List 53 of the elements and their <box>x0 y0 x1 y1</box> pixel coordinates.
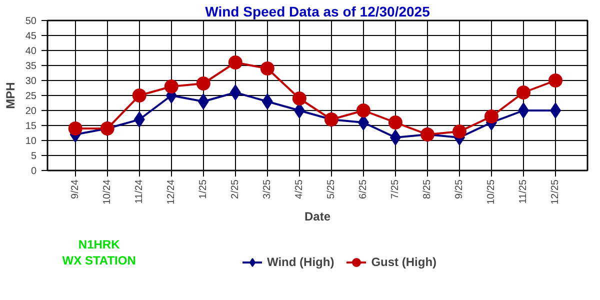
point <box>484 110 498 124</box>
point <box>68 122 82 136</box>
point <box>518 102 529 118</box>
point <box>388 116 402 130</box>
point <box>164 80 178 94</box>
point <box>356 104 370 118</box>
x-tick-label: 4/25 <box>294 179 305 199</box>
legend-label: Gust (High) <box>371 255 437 269</box>
x-tick-label: 1/25 <box>198 179 209 199</box>
point <box>390 130 401 146</box>
point <box>230 84 241 100</box>
point <box>228 56 242 70</box>
y-tick-label: 15 <box>25 121 37 132</box>
legend-label: Wind (High) <box>267 255 334 269</box>
y-tick-label: 0 <box>30 166 37 177</box>
y-tick-label: 25 <box>25 91 37 102</box>
y-axis-title: MPH <box>3 82 18 109</box>
x-tick-label: 7/25 <box>390 179 401 199</box>
x-tick-label: 11/24 <box>134 179 145 204</box>
x-tick-label: 2/25 <box>230 179 241 199</box>
x-tick-label: 6/25 <box>358 179 369 199</box>
text: N1HRK WX STATION <box>62 238 136 268</box>
y-tick-label: 30 <box>25 76 37 87</box>
x-tick-label: 10/25 <box>486 179 497 205</box>
x-tick-label: 5/25 <box>326 179 337 199</box>
point <box>452 124 466 138</box>
point <box>134 112 145 128</box>
x-tick-label: 12/24 <box>166 179 177 205</box>
point <box>550 102 561 118</box>
x-tick-label: 3/25 <box>262 179 273 199</box>
x-axis-title: Date <box>304 210 331 224</box>
y-tick-label: 10 <box>25 136 37 147</box>
y-tick-label: 50 <box>25 16 37 27</box>
x-tick-label: 12/25 <box>550 179 561 205</box>
x-tick-label: 9/25 <box>454 179 465 199</box>
y-tick-label: 45 <box>25 31 37 42</box>
point <box>516 86 530 100</box>
point <box>260 62 274 76</box>
x-tick-label: 8/25 <box>422 179 433 199</box>
x-tick-label: 11/25 <box>518 179 529 204</box>
point <box>292 92 306 106</box>
x-tick-label: 10/24 <box>102 179 113 205</box>
point <box>132 88 146 102</box>
y-tick-label: 20 <box>25 106 37 117</box>
point <box>198 94 209 110</box>
point <box>548 74 562 88</box>
y-tick-label: 5 <box>30 151 37 162</box>
y-tick-label: 40 <box>25 46 37 57</box>
y-tick-label: 35 <box>25 61 37 72</box>
chart-title: Wind Speed Data as of 12/30/2025 <box>205 4 430 20</box>
x-tick-label: 9/24 <box>70 179 81 199</box>
point <box>196 76 210 90</box>
point <box>262 94 273 110</box>
